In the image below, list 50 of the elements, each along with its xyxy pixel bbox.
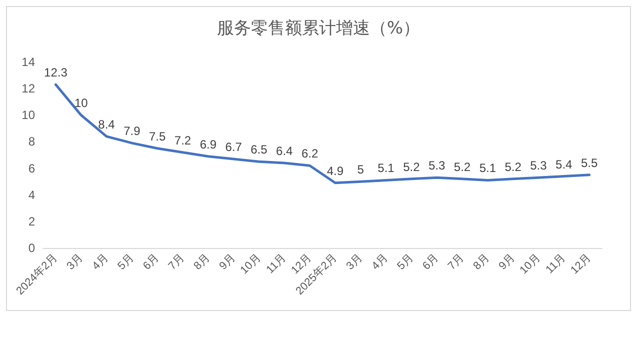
x-tick-label: 8月 [471,252,492,272]
data-label: 5.2 [504,160,522,174]
data-label: 8.4 [98,117,116,132]
x-tick-label: 5月 [395,252,416,272]
x-tick-label: 9月 [496,252,518,272]
data-label: 7.5 [148,129,166,144]
y-tick-label: 12 [22,82,36,96]
data-label: 4.9 [326,164,344,178]
data-label: 6.7 [225,140,242,154]
y-tick-label: 0 [28,241,36,255]
data-label: 7.9 [124,124,141,138]
data-label: 6.2 [301,146,318,161]
x-tick-label: 7月 [166,252,187,272]
x-tick-label: 3月 [64,252,86,272]
data-label: 5 [357,162,364,177]
x-tick-label: 11月 [264,252,289,276]
x-tick-label: 10月 [518,252,543,277]
data-label: 5.2 [454,160,471,174]
x-tick-label: 4月 [370,252,390,272]
x-tick-label: 6月 [141,252,162,272]
data-label: 7.2 [174,133,192,148]
x-tick-label: 10月 [238,252,264,277]
y-tick-label: 4 [28,188,36,202]
x-tick-label: 11月 [544,252,568,276]
data-label: 5.1 [378,161,395,176]
data-label: 10 [74,96,88,110]
data-label: 5.2 [403,160,420,174]
data-label: 6.9 [200,137,217,152]
x-tick-label: 8月 [192,252,212,272]
chart-title: 服务零售额累计增速（%） [216,18,420,38]
x-tick-label: 5月 [116,252,136,272]
x-tick-label: 3月 [344,252,365,272]
y-tick-label: 2 [28,214,36,228]
data-label: 5.3 [428,158,446,173]
x-tick-label: 7月 [446,252,466,272]
data-label: 5.1 [479,161,496,176]
x-tick-label: 4月 [90,252,111,272]
data-label: 5.3 [530,158,548,173]
y-tick-label: 10 [22,108,36,122]
y-tick-label: 14 [22,55,36,69]
data-label: 12.3 [44,66,68,80]
data-label: 6.5 [250,142,268,157]
data-label: 5.5 [580,156,598,170]
data-label: 6.4 [276,144,294,158]
x-tick-label: 12月 [568,252,594,277]
x-tick-label: 6月 [420,252,442,272]
x-tick-label: 9月 [217,252,238,272]
y-tick-label: 6 [28,161,36,176]
y-tick-label: 8 [28,134,36,149]
data-label: 5.4 [556,157,573,172]
